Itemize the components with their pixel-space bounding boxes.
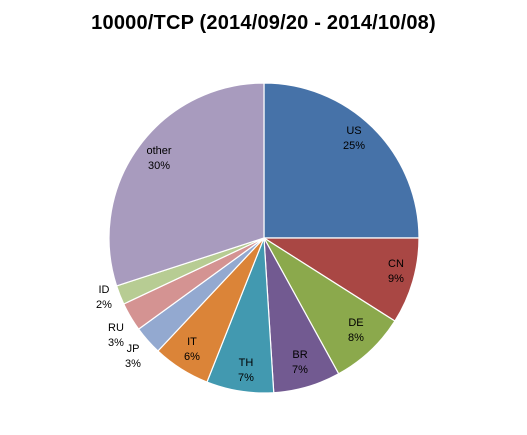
pie-slice-cn (261, 237, 420, 322)
slice-label-id: ID 2% (96, 284, 112, 311)
slice-label-it: IT 6% (184, 336, 200, 363)
slice-label-other: other 30% (146, 145, 171, 172)
slice-label-jp: JP 3% (125, 343, 141, 370)
slice-label-de: DE 8% (348, 317, 364, 344)
chart-title: 10000/TCP (2014/09/20 - 2014/10/08) (91, 12, 436, 34)
slice-label-ru: RU 3% (108, 322, 124, 349)
pie-slice-other (108, 82, 265, 287)
pie-slice-us (263, 82, 420, 239)
slice-label-br: BR 7% (292, 349, 308, 376)
slice-label-us: US 25% (343, 125, 365, 152)
slice-label-cn: CN 9% (388, 258, 404, 285)
slice-label-th: TH 7% (238, 357, 254, 384)
